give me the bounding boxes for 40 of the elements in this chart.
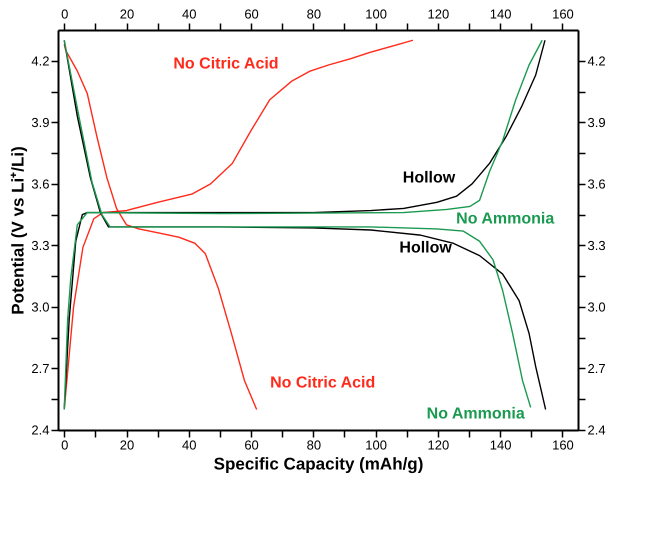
y-tick-label: 3.3: [31, 238, 50, 253]
x2-tick-label: 0: [61, 6, 68, 22]
y-axis-title: Potential (V vs Li⁺/Li): [8, 146, 28, 315]
x2-tick-label: 20: [120, 6, 134, 22]
x-tick-label: 120: [428, 438, 450, 452]
series-label: No Ammonia: [456, 210, 554, 228]
y-tick-label: 4.2: [31, 53, 50, 68]
y2-tick-label: 2.7: [588, 360, 606, 376]
x2-tick-label: 60: [244, 6, 259, 22]
y2-tick-label: 3.9: [588, 114, 606, 130]
x-axis-title: Specific Capacity (mAh/g): [214, 454, 424, 474]
y-tick-label: 3.0: [31, 299, 50, 314]
series-label: Hollow: [399, 239, 452, 256]
x-tick-label: 0: [61, 438, 68, 452]
x-tick-label: 60: [244, 438, 259, 452]
x-tick-label: 160: [552, 438, 574, 452]
x2-tick-label: 120: [428, 6, 450, 22]
series-label: Hollow: [402, 169, 456, 186]
x2-tick-label: 80: [306, 6, 322, 22]
x-tick-label: 40: [182, 438, 197, 452]
x-tick-label: 100: [365, 438, 387, 452]
x-tick-label: 140: [490, 438, 512, 452]
x-tick-label: 80: [306, 438, 322, 452]
y2-tick-label: 2.4: [588, 422, 606, 438]
x-tick-label: 20: [120, 438, 134, 452]
y2-tick-label: 4.2: [588, 53, 606, 68]
y-tick-label: 3.9: [31, 114, 50, 130]
y-tick-label: 2.7: [31, 360, 50, 376]
y2-tick-label: 3.3: [588, 238, 606, 253]
x2-tick-label: 160: [552, 6, 574, 22]
y2-tick-label: 3.6: [588, 176, 606, 192]
y-tick-label: 3.6: [31, 176, 50, 192]
y2-tick-label: 3.0: [588, 299, 606, 314]
x2-tick-label: 140: [490, 6, 512, 22]
y-tick-label: 2.4: [31, 422, 50, 438]
series-label: No Citric Acid: [270, 374, 376, 392]
x2-tick-label: 40: [182, 6, 197, 22]
series-label: No Citric Acid: [173, 55, 279, 72]
series-label: No Ammonia: [426, 405, 525, 422]
x2-tick-label: 100: [365, 6, 387, 22]
